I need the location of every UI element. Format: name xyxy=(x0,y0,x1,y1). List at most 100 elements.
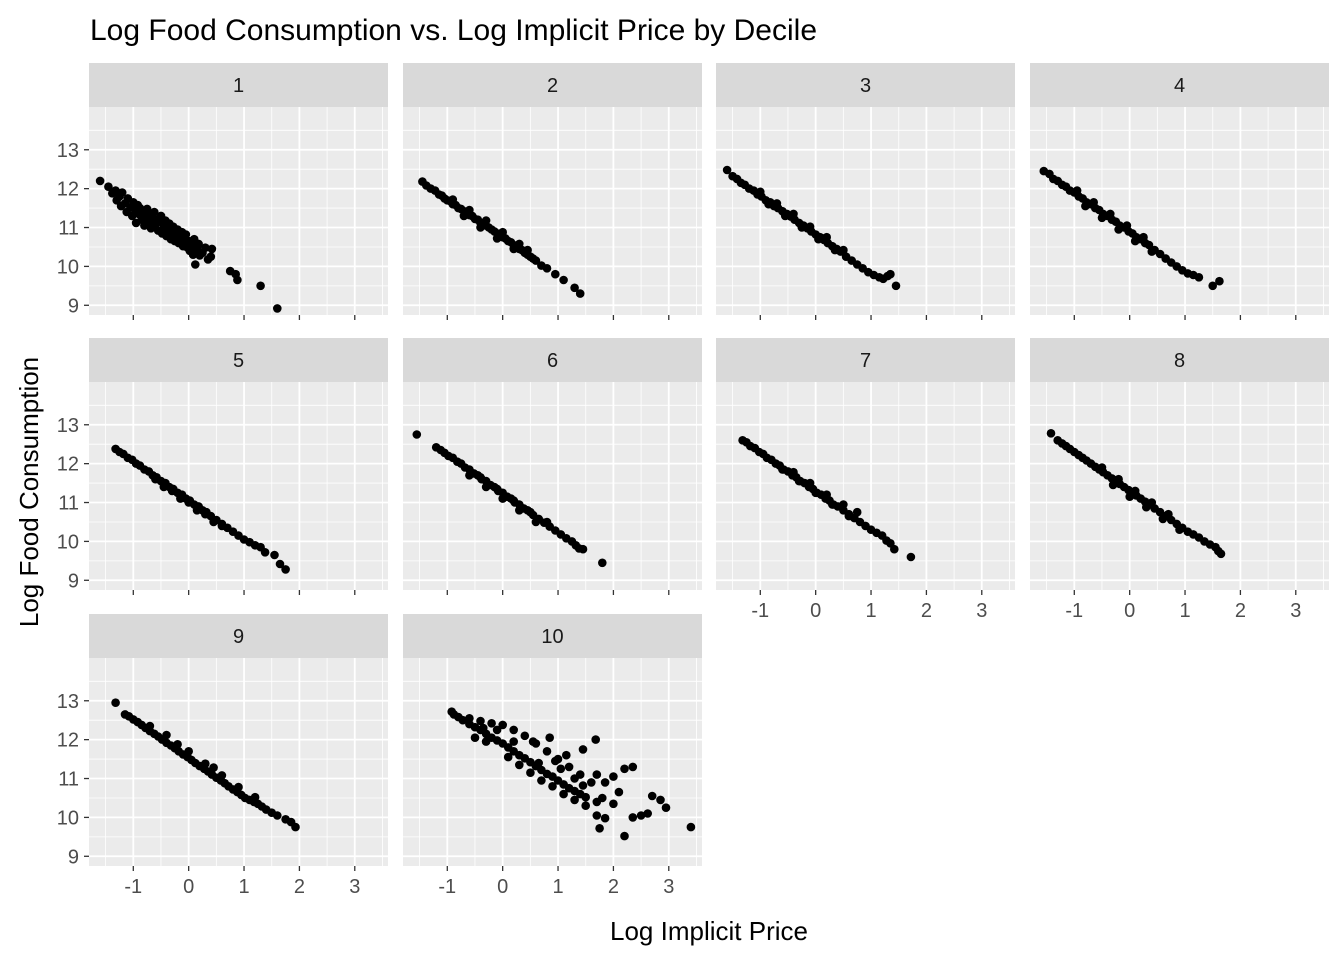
data-point xyxy=(581,792,590,802)
data-point xyxy=(906,552,916,562)
facet-strip-label: 3 xyxy=(860,75,871,97)
data-point xyxy=(592,770,602,779)
data-point xyxy=(217,521,227,531)
data-point xyxy=(551,756,560,766)
data-point xyxy=(184,498,193,507)
x-tick-label: 2 xyxy=(921,600,932,622)
data-point xyxy=(498,720,508,730)
data-point xyxy=(256,281,265,291)
x-tick-label: 2 xyxy=(608,876,619,898)
x-tick-label: 3 xyxy=(1290,600,1301,622)
x-tick-label: 1 xyxy=(552,876,563,898)
data-point xyxy=(273,304,282,313)
y-tick-label: 13 xyxy=(57,140,79,162)
data-point xyxy=(273,811,282,820)
x-tick-label: -1 xyxy=(1065,600,1083,622)
data-point xyxy=(515,760,524,770)
facet-strip-label: 10 xyxy=(541,626,563,648)
data-point xyxy=(184,747,193,756)
data-point xyxy=(551,269,560,279)
data-point xyxy=(201,509,210,519)
x-axis-title: Log Implicit Price xyxy=(610,916,808,946)
data-point xyxy=(772,199,782,208)
x-tick-label: 0 xyxy=(497,876,508,898)
data-point xyxy=(509,244,518,254)
data-point xyxy=(270,550,279,560)
data-point xyxy=(789,209,798,219)
x-tick-label: 3 xyxy=(349,876,360,898)
data-point xyxy=(1097,213,1107,223)
data-point xyxy=(95,176,105,186)
data-point xyxy=(647,791,657,801)
x-tick-label: 1 xyxy=(1179,600,1190,622)
data-point xyxy=(476,223,485,232)
facet-panel-10: 10 -1 0 1 2 3 xyxy=(403,614,702,898)
y-tick-label: 11 xyxy=(58,218,79,240)
data-point xyxy=(661,803,671,812)
data-point xyxy=(722,165,732,175)
data-point xyxy=(526,768,535,777)
data-point xyxy=(291,822,300,832)
data-point xyxy=(531,256,541,265)
data-point xyxy=(780,211,790,221)
data-point xyxy=(217,771,227,780)
x-tick-label: 2 xyxy=(294,876,305,898)
data-point xyxy=(520,731,530,741)
facet-plot-background xyxy=(89,382,388,590)
y-tick-label: 13 xyxy=(57,691,79,713)
x-tick-label: 0 xyxy=(810,600,821,622)
facet-plot-background xyxy=(1030,382,1329,590)
facet-points xyxy=(418,177,585,298)
data-point xyxy=(481,482,491,492)
data-point xyxy=(481,216,491,225)
facet-points xyxy=(738,436,916,562)
data-point xyxy=(503,752,513,762)
facet-strip xyxy=(403,338,702,382)
facet-strip-label: 5 xyxy=(233,350,244,372)
data-point xyxy=(811,488,820,498)
data-point xyxy=(159,482,169,492)
facet-plot-background xyxy=(716,382,1015,590)
x-tick-label: -1 xyxy=(124,876,142,898)
facet-points xyxy=(95,176,282,313)
data-point xyxy=(1144,240,1154,250)
data-point xyxy=(595,824,604,833)
data-point xyxy=(1097,463,1107,472)
data-point xyxy=(686,822,696,832)
data-point xyxy=(515,506,524,515)
data-point xyxy=(598,558,607,568)
facet-strip-label: 8 xyxy=(1174,350,1185,372)
data-point xyxy=(448,195,458,204)
y-tick-label: 13 xyxy=(57,415,79,437)
data-point xyxy=(575,289,585,298)
data-point xyxy=(1108,480,1118,490)
data-point xyxy=(598,793,607,803)
data-point xyxy=(476,716,485,726)
data-point xyxy=(1046,429,1056,438)
x-tick-label: 0 xyxy=(1124,600,1135,622)
data-point xyxy=(479,723,488,733)
data-point xyxy=(194,239,203,249)
data-point xyxy=(1122,221,1132,230)
y-tick-label: 11 xyxy=(58,769,79,791)
data-point xyxy=(570,774,579,783)
facet-points xyxy=(1039,166,1224,291)
y-tick-label: 11 xyxy=(58,493,79,515)
data-point xyxy=(1215,276,1224,286)
data-point xyxy=(891,281,901,291)
data-point xyxy=(1158,514,1168,524)
data-point xyxy=(181,230,191,239)
data-point xyxy=(556,764,566,774)
data-point xyxy=(564,762,574,772)
data-point xyxy=(1139,232,1148,242)
data-point xyxy=(150,207,159,217)
data-point xyxy=(559,789,568,799)
y-tick-label: 10 xyxy=(57,256,79,278)
data-point xyxy=(459,211,469,221)
y-tick-label: 9 xyxy=(68,570,79,592)
data-point xyxy=(805,478,815,488)
data-point xyxy=(1089,198,1098,207)
data-point xyxy=(206,252,216,261)
data-point xyxy=(628,762,638,772)
data-point xyxy=(578,745,588,754)
